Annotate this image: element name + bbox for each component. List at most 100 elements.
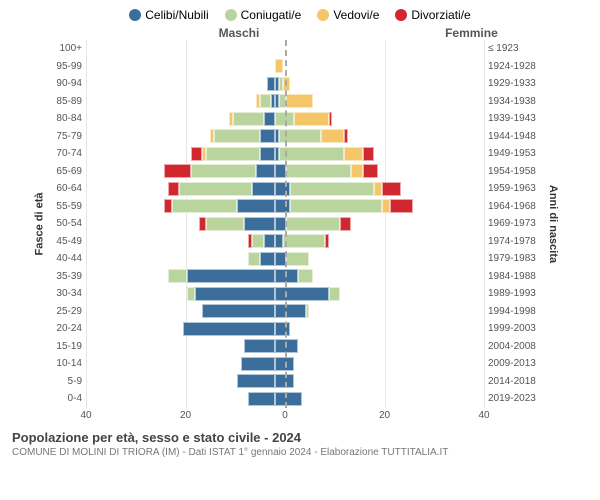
bar-female xyxy=(275,182,428,196)
bar-male xyxy=(122,374,275,388)
bar-segment xyxy=(275,339,298,353)
bar-segment xyxy=(275,304,306,318)
year-label: 1984-1988 xyxy=(484,271,540,282)
bar-segment xyxy=(183,322,275,336)
age-label: 90-94 xyxy=(50,78,86,89)
bar-segment xyxy=(248,252,259,266)
age-label: 45-49 xyxy=(50,236,86,247)
bar-segment xyxy=(390,199,413,213)
header-male: Maschi xyxy=(85,26,343,40)
bar-male xyxy=(122,339,275,353)
year-label: 1949-1953 xyxy=(484,148,540,159)
year-label: 2019-2023 xyxy=(484,393,540,404)
bar-segment xyxy=(298,269,313,283)
bar-segment xyxy=(248,392,275,406)
bar-female xyxy=(275,392,428,406)
age-label: 70-74 xyxy=(50,148,86,159)
bar-segment xyxy=(286,94,313,108)
bar-male xyxy=(122,182,275,196)
bar-segment xyxy=(275,287,329,301)
year-label: 1924-1928 xyxy=(484,61,540,72)
bar-female xyxy=(275,252,428,266)
age-label: 35-39 xyxy=(50,271,86,282)
year-label: 1994-1998 xyxy=(484,306,540,317)
bar-segment xyxy=(275,112,294,126)
bar-female xyxy=(275,357,428,371)
table-row: 70-74 1949-1953 xyxy=(50,145,540,163)
bar-female xyxy=(275,287,428,301)
bar-male xyxy=(122,287,275,301)
table-row: 65-691954-1958 xyxy=(50,163,540,181)
bar-segment xyxy=(275,269,298,283)
bar-segment xyxy=(290,199,382,213)
bar-segment xyxy=(164,199,172,213)
year-label: 1999-2003 xyxy=(484,323,540,334)
bar-segment xyxy=(252,182,275,196)
bar-segment xyxy=(275,357,294,371)
bar-segment xyxy=(363,147,374,161)
bar-segment xyxy=(179,182,252,196)
bar-segment xyxy=(264,234,275,248)
bar-segment xyxy=(275,322,290,336)
bar-segment xyxy=(256,164,275,178)
bar-segment xyxy=(275,234,283,248)
chart-area: Fasce di età Anni di nascita 100+≤ 19239… xyxy=(0,40,600,408)
bar-segment xyxy=(206,147,260,161)
legend-swatch xyxy=(395,9,407,21)
year-label: 2014-2018 xyxy=(484,376,540,387)
bar-segment xyxy=(374,182,382,196)
bar-segment xyxy=(286,164,351,178)
bar-segment xyxy=(279,147,344,161)
bar-segment xyxy=(168,182,179,196)
bar-segment xyxy=(191,164,256,178)
bar-segment xyxy=(363,164,378,178)
year-label: 1929-1933 xyxy=(484,78,540,89)
y-axis-right-label: Anni di nascita xyxy=(547,185,559,263)
bar-segment xyxy=(260,147,275,161)
bar-segment xyxy=(321,129,344,143)
table-row: 30-34 1989-1993 xyxy=(50,285,540,303)
age-label: 85-89 xyxy=(50,96,86,107)
year-label: 1934-1938 xyxy=(484,96,540,107)
header-female: Femmine xyxy=(343,26,600,40)
bar-segment xyxy=(164,164,191,178)
age-label: 20-24 xyxy=(50,323,86,334)
bar-male xyxy=(122,59,275,73)
age-label: 25-29 xyxy=(50,306,86,317)
bar-segment xyxy=(260,129,275,143)
bar-segment xyxy=(275,217,286,231)
chart-footer: Popolazione per età, sesso e stato civil… xyxy=(0,424,600,458)
bar-segment xyxy=(267,77,275,91)
legend-swatch xyxy=(129,9,141,21)
bar-segment xyxy=(172,199,237,213)
bar-segment xyxy=(283,234,325,248)
legend-label: Coniugati/e xyxy=(241,8,302,22)
year-label: 1989-1993 xyxy=(484,288,540,299)
legend-item: Celibi/Nubili xyxy=(129,8,208,22)
bar-segment xyxy=(260,94,271,108)
table-row: 80-841939-1943 xyxy=(50,110,540,128)
age-label: 30-34 xyxy=(50,288,86,299)
legend-item: Divorziati/e xyxy=(395,8,470,22)
age-label: 0-4 xyxy=(50,393,86,404)
bar-male xyxy=(122,164,275,178)
bar-segment xyxy=(206,217,244,231)
table-row: 75-791944-1948 xyxy=(50,128,540,146)
bar-segment xyxy=(195,287,275,301)
year-label: 1979-1983 xyxy=(484,253,540,264)
age-label: 5-9 xyxy=(50,376,86,387)
bar-segment xyxy=(340,217,351,231)
bar-male xyxy=(122,252,275,266)
age-label: 95-99 xyxy=(50,61,86,72)
gender-headers: Maschi Femmine xyxy=(0,26,600,40)
age-label: 15-19 xyxy=(50,341,86,352)
x-tick: 20 xyxy=(180,410,191,421)
bar-segment xyxy=(237,374,275,388)
bar-male xyxy=(122,304,275,318)
bar-segment xyxy=(260,252,275,266)
bar-segment xyxy=(244,217,275,231)
legend-swatch xyxy=(317,9,329,21)
legend-swatch xyxy=(225,9,237,21)
age-label: 75-79 xyxy=(50,131,86,142)
year-label: 1954-1958 xyxy=(484,166,540,177)
